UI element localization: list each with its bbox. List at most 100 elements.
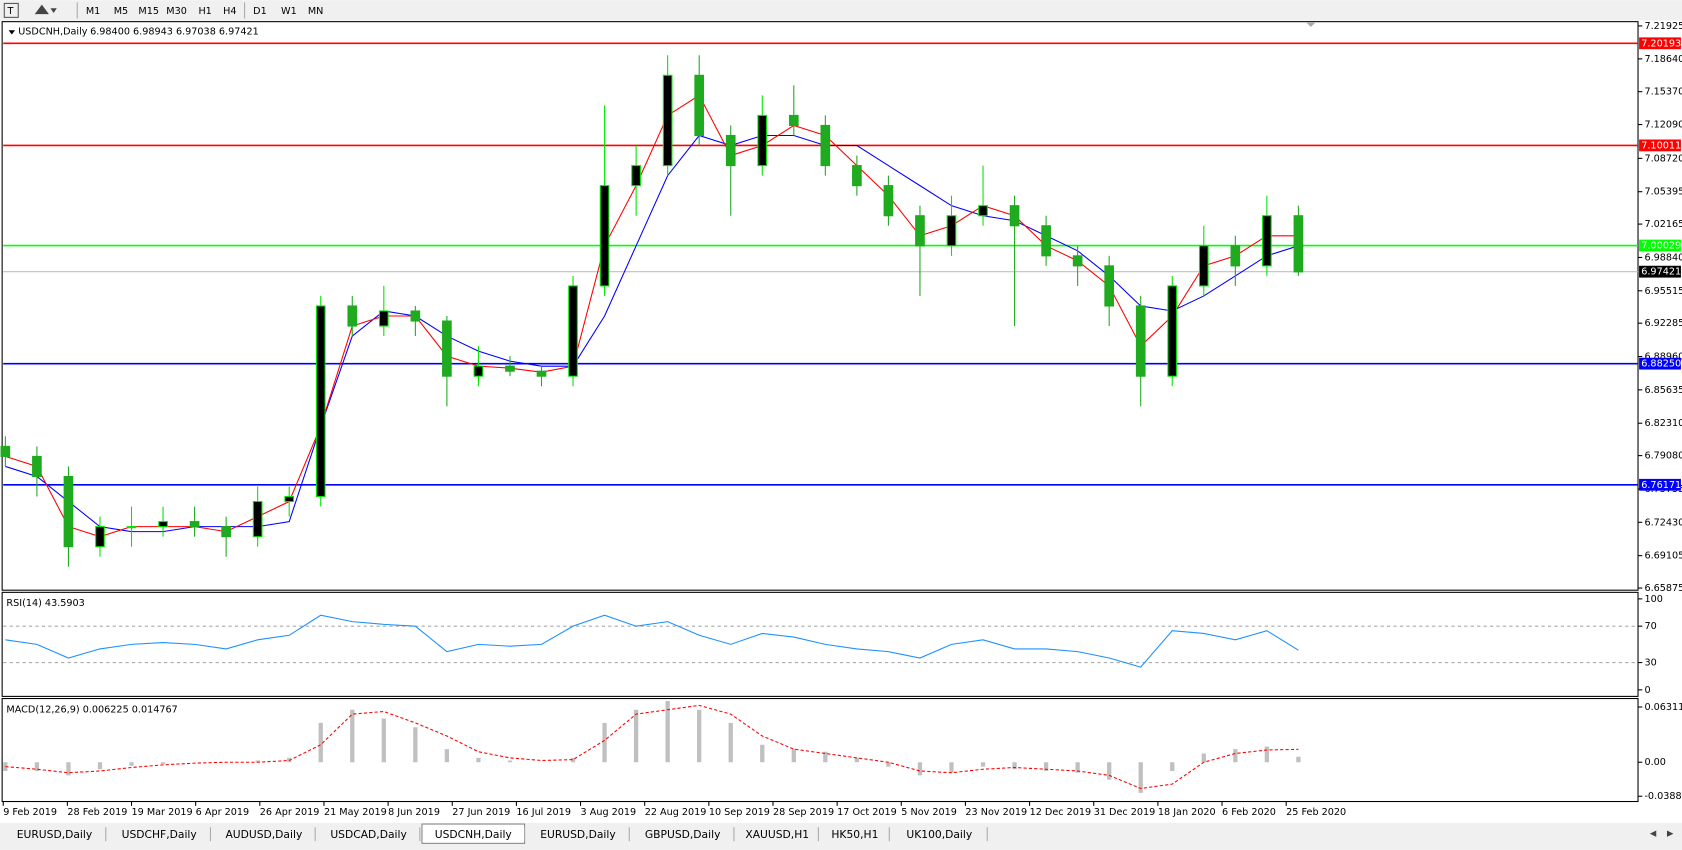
- candle-body: [631, 165, 641, 187]
- macd-bar: [1043, 762, 1049, 771]
- text-tool[interactable]: [3, 2, 19, 18]
- tab[interactable]: [891, 824, 988, 844]
- y-tick-label: -0.038872: [1644, 791, 1682, 802]
- x-tick-label: 21 May 2019: [324, 807, 387, 818]
- candle-body: [347, 305, 358, 327]
- y-tick-label: 6.88960: [1644, 352, 1682, 363]
- candle-body: [63, 475, 74, 548]
- timeframe-button[interactable]: MN: [308, 6, 324, 17]
- y-tick-label: 6.65875: [1644, 583, 1682, 594]
- y-tick-label: 7.15370: [1644, 87, 1682, 98]
- x-tick-label: 12 Dec 2019: [1030, 807, 1092, 818]
- y-tick-label: 6.95515: [1644, 286, 1682, 297]
- macd-bar: [350, 709, 355, 763]
- candle-body: [1009, 205, 1020, 227]
- timeframe-button[interactable]: H1: [198, 6, 211, 17]
- timeframe-button[interactable]: M30: [166, 6, 187, 17]
- x-tick-label: 16 Jul 2019: [516, 807, 571, 818]
- timeframe-button[interactable]: M1: [86, 6, 100, 17]
- timeframe-button[interactable]: W1: [281, 6, 297, 17]
- macd-bar: [1138, 762, 1143, 793]
- macd-bar: [665, 701, 670, 763]
- candle-body: [1293, 215, 1304, 273]
- tab-label[interactable]: GBPUSD,Daily: [645, 828, 721, 841]
- tab[interactable]: [526, 824, 630, 844]
- tab-label[interactable]: HK50,H1: [831, 828, 878, 841]
- x-tick-label: 18 Jan 2020: [1158, 807, 1216, 818]
- macd-bar: [1075, 762, 1080, 773]
- macd-bar: [1107, 762, 1112, 780]
- x-tick-label: 19 Mar 2019: [132, 807, 193, 818]
- macd-bar: [444, 749, 450, 763]
- level-label: 7.00029: [1641, 241, 1681, 252]
- chart-shift: [1306, 22, 1316, 28]
- x-tick-label: 28 Sep 2019: [773, 807, 834, 818]
- candle-body: [599, 185, 610, 287]
- macd-bar: [34, 762, 40, 771]
- level-label: 6.97421: [1641, 267, 1681, 278]
- level-label-box: [1639, 239, 1681, 252]
- tab-label[interactable]: USDCNH,Daily: [435, 828, 513, 841]
- candle-body: [473, 365, 484, 377]
- y-tick-label: 0: [1644, 685, 1650, 696]
- macd-bar: [697, 709, 702, 763]
- tab-label[interactable]: EURUSD,Daily: [17, 828, 93, 841]
- candle-body: [1198, 245, 1209, 287]
- toolbar: [0, 0, 1682, 21]
- tab[interactable]: [3, 824, 106, 844]
- tab-scroll[interactable]: [1649, 830, 1674, 837]
- macd-bar: [949, 762, 954, 773]
- header-arrow: [8, 30, 16, 35]
- candle-body: [820, 124, 831, 167]
- macd-bar: [1264, 746, 1270, 763]
- tab-label[interactable]: EURUSD,Daily: [540, 828, 616, 841]
- candle-body: [978, 205, 988, 217]
- macd-bar: [570, 757, 576, 763]
- candle-body: [95, 526, 105, 548]
- macd-bar: [760, 744, 765, 763]
- x-tick-label: 27 Jun 2019: [452, 807, 510, 818]
- tab[interactable]: [820, 824, 890, 844]
- candle-body: [378, 310, 389, 327]
- tab-label[interactable]: AUDUSD,Daily: [225, 828, 303, 841]
- candle-body: [1262, 215, 1272, 267]
- x-tick-label: 28 Feb 2019: [67, 807, 127, 818]
- candle-body: [158, 521, 168, 528]
- macd-bar: [97, 762, 103, 770]
- macd-bar: [854, 757, 860, 763]
- macd-bar: [66, 762, 71, 776]
- tab[interactable]: [212, 824, 316, 844]
- tab[interactable]: [736, 824, 819, 844]
- tab-label[interactable]: USDCHF,Daily: [122, 828, 198, 841]
- tab[interactable]: [631, 824, 734, 844]
- main-panel: [1, 21, 1639, 591]
- macd-bar: [476, 757, 481, 763]
- timeframe-button[interactable]: M15: [138, 6, 159, 17]
- rsi-panel: [1, 591, 1639, 697]
- shapes-tool[interactable]: [34, 4, 57, 15]
- candle-body: [442, 320, 452, 377]
- timeframe-button[interactable]: M5: [114, 6, 128, 17]
- y-tick-label: 6.82310: [1644, 418, 1682, 429]
- timeframe-button[interactable]: D1: [253, 6, 267, 17]
- candle-body: [221, 526, 231, 538]
- candle-body: [883, 185, 894, 217]
- macd-bar: [917, 762, 923, 776]
- timeframe-button[interactable]: H4: [223, 6, 236, 17]
- text-tool-glyph: T: [7, 6, 14, 17]
- y-tick-label: 6.79080: [1644, 451, 1682, 462]
- candle-body: [757, 114, 768, 167]
- tab-label[interactable]: UK100,Daily: [906, 828, 973, 841]
- macd-bar: [413, 727, 418, 763]
- tab[interactable]: [107, 824, 211, 844]
- macd-bar: [1201, 753, 1206, 763]
- tab[interactable]: [317, 824, 420, 844]
- candle-body: [1072, 255, 1083, 267]
- moving-average: [5, 94, 1299, 538]
- y-tick-label: 6.98840: [1644, 252, 1682, 263]
- tab-label[interactable]: XAUUSD,H1: [745, 828, 809, 841]
- macd-bar: [602, 722, 607, 763]
- candle-body: [568, 285, 578, 377]
- candle-body: [1104, 265, 1115, 307]
- tab-label[interactable]: USDCAD,Daily: [330, 828, 407, 841]
